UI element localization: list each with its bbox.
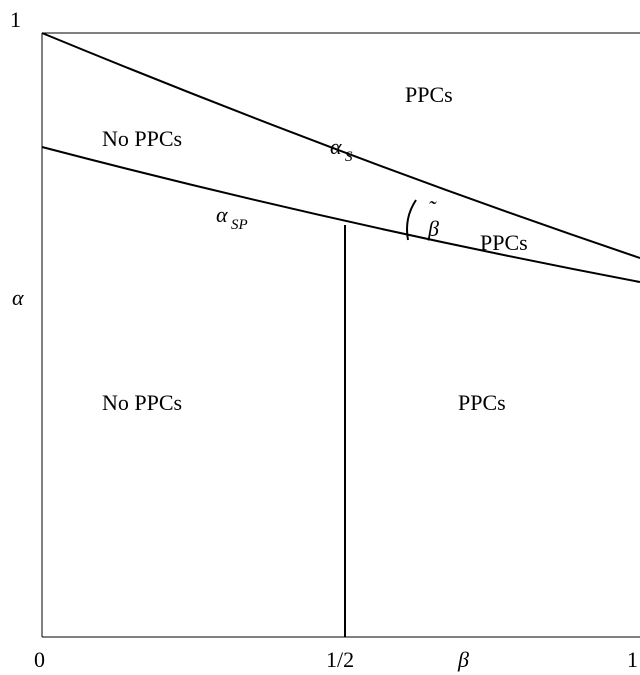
beta-tilde-arc: [406, 199, 417, 241]
x-tick-half: 1/2: [326, 647, 354, 672]
region-label-bottom-left: No PPCs: [102, 390, 182, 415]
beta-tilde-accent: ˜: [428, 196, 437, 221]
alpha-s-curve: [41, 32, 640, 259]
region-label-top-left: No PPCs: [102, 126, 182, 151]
alpha-sp-curve: [41, 146, 640, 283]
region-label-bottom-right: PPCs: [458, 390, 506, 415]
alpha-s-symbol: α: [330, 134, 342, 159]
alpha-sp-subscript: SP: [231, 217, 248, 233]
beta-tilde-symbol: β: [427, 216, 439, 241]
x-axis-label: β: [457, 647, 469, 672]
y-axis-top-tick: 1: [10, 7, 21, 32]
alpha-sp-symbol: α: [216, 202, 228, 227]
alpha-s-subscript: S: [345, 149, 353, 165]
y-axis-label: α: [12, 285, 24, 310]
region-label-middle-right: PPCs: [480, 230, 528, 255]
region-label-top-right: PPCs: [405, 82, 453, 107]
x-tick-1: 1: [627, 647, 638, 672]
x-tick-0: 0: [34, 647, 45, 672]
